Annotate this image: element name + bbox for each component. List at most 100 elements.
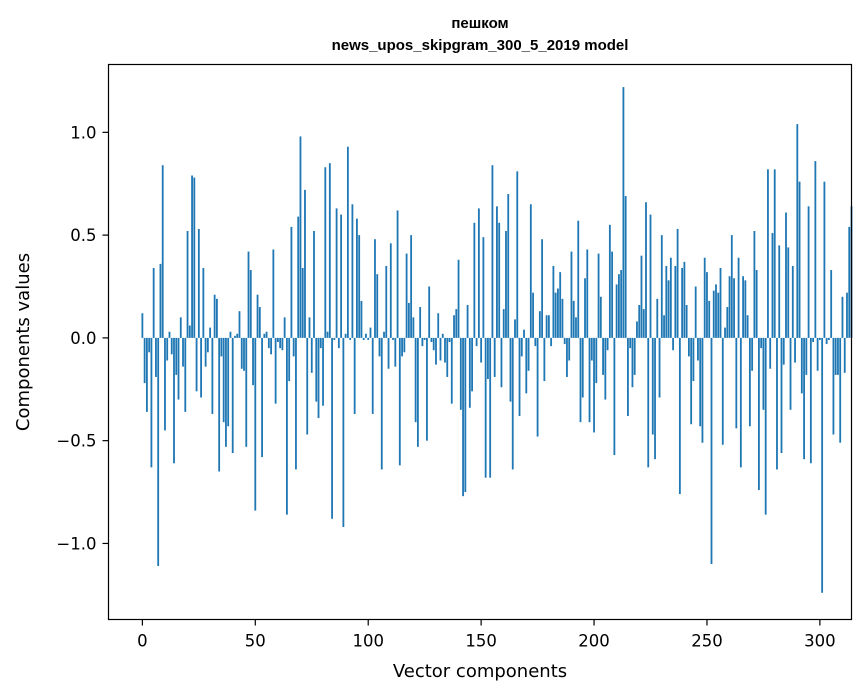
bar-201 <box>595 337 598 384</box>
bar-114 <box>398 337 401 466</box>
bar-189 <box>568 337 571 361</box>
bar-79 <box>319 337 322 349</box>
bar-19 <box>184 337 187 412</box>
bar-63 <box>283 317 286 338</box>
bar-116 <box>403 337 406 353</box>
bar-178 <box>543 337 546 382</box>
bar-93 <box>351 204 354 338</box>
bar-294 <box>805 337 808 375</box>
bar-267 <box>744 280 747 338</box>
bar-313 <box>848 226 851 338</box>
bar-42 <box>236 333 239 338</box>
bar-214 <box>624 196 627 338</box>
bar-18 <box>182 337 184 367</box>
bar-4 <box>150 337 153 468</box>
bar-120 <box>412 317 415 338</box>
bar-199 <box>590 337 593 361</box>
bar-264 <box>737 257 740 338</box>
bar-110 <box>389 243 392 338</box>
bar-241 <box>685 305 688 338</box>
bar-309 <box>839 337 842 443</box>
bar-30 <box>209 327 212 338</box>
bar-160 <box>502 309 505 338</box>
bar-276 <box>764 337 767 515</box>
bar-98 <box>362 337 365 340</box>
bar-109 <box>387 337 390 369</box>
bar-105 <box>378 337 381 357</box>
bar-311 <box>843 337 846 373</box>
bar-188 <box>566 337 568 377</box>
bar-255 <box>717 292 720 338</box>
bar-184 <box>557 288 559 338</box>
bar-7 <box>157 337 160 567</box>
bar-157 <box>496 206 498 338</box>
bar-277 <box>767 169 769 338</box>
bar-143 <box>464 337 467 493</box>
bar-244 <box>692 337 695 382</box>
bar-62 <box>281 337 284 351</box>
bar-279 <box>771 233 774 338</box>
bar-126 <box>426 337 428 441</box>
bar-75 <box>310 337 313 373</box>
bar-37 <box>225 337 227 447</box>
bar-6 <box>155 337 157 377</box>
bar-164 <box>511 337 514 470</box>
bar-273 <box>758 337 760 490</box>
bar-261 <box>730 235 733 338</box>
bar-174 <box>534 337 537 347</box>
bar-147 <box>473 222 476 338</box>
bar-49 <box>252 337 254 386</box>
bar-140 <box>457 259 460 338</box>
bar-283 <box>780 337 783 453</box>
bar-296 <box>809 337 812 464</box>
bar-21 <box>188 325 191 338</box>
bar-272 <box>755 270 758 338</box>
bar-144 <box>466 305 469 338</box>
bar-78 <box>317 337 320 419</box>
bar-95 <box>356 218 358 338</box>
bar-2 <box>145 337 148 412</box>
bar-306 <box>832 337 835 435</box>
bar-220 <box>638 305 641 338</box>
bar-117 <box>405 253 408 338</box>
bar-227 <box>654 337 656 460</box>
bar-100 <box>367 337 370 340</box>
bar-213 <box>622 87 625 338</box>
bar-254 <box>715 284 717 338</box>
bar-298 <box>814 161 817 338</box>
bar-271 <box>753 231 756 338</box>
x-axis-ticks: 0 50 100 150 200 250 300 <box>137 619 836 651</box>
bar-36 <box>222 337 225 423</box>
bar-223 <box>645 202 647 338</box>
bar-55 <box>265 331 268 338</box>
chart-title-line-1: пешком <box>451 15 508 32</box>
bar-285 <box>785 212 787 338</box>
bar-141 <box>459 337 462 410</box>
bar-27 <box>202 268 205 338</box>
bar-281 <box>776 337 778 470</box>
bar-90 <box>344 333 347 338</box>
bar-196 <box>584 278 586 338</box>
x-tick-label: 150 <box>465 632 497 651</box>
bar-250 <box>706 272 708 338</box>
bar-158 <box>498 222 501 338</box>
bar-136 <box>448 337 451 342</box>
bar-200 <box>593 337 595 433</box>
bar-268 <box>746 315 749 338</box>
bar-119 <box>410 235 413 338</box>
bar-290 <box>796 124 799 338</box>
bar-297 <box>812 337 815 342</box>
bar-286 <box>787 247 790 338</box>
bar-299 <box>816 337 819 371</box>
bar-259 <box>726 307 729 338</box>
bar-246 <box>697 337 699 361</box>
bar-70 <box>299 136 302 338</box>
bar-262 <box>733 278 735 338</box>
bar-236 <box>674 265 677 338</box>
bar-28 <box>204 337 207 367</box>
bar-148 <box>475 337 478 347</box>
bar-59 <box>274 337 277 404</box>
bar-265 <box>739 337 742 468</box>
x-tick-label: 200 <box>578 632 610 651</box>
bar-41 <box>234 335 236 338</box>
